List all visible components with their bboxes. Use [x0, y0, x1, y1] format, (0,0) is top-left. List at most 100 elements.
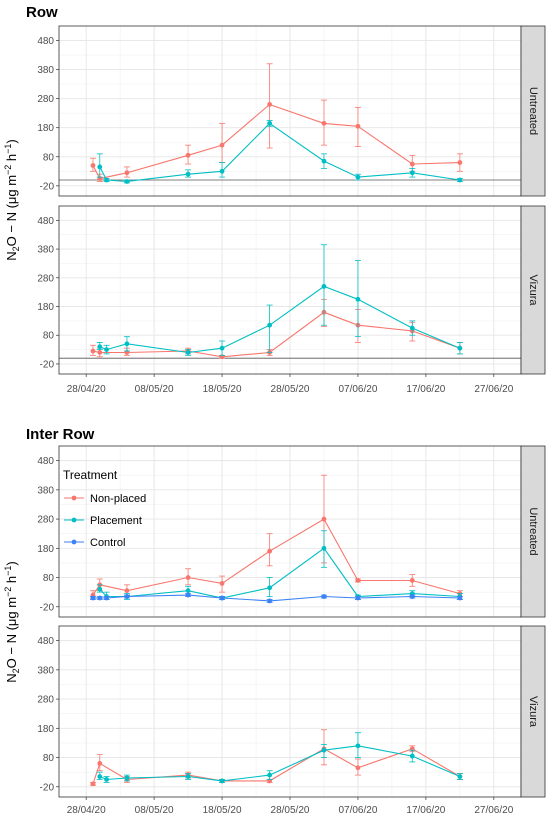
series-placement: [96, 732, 463, 784]
series-line: [99, 547, 460, 599]
data-point: [355, 595, 361, 601]
data-point: [90, 163, 96, 168]
data-point: [267, 585, 273, 591]
y-tick-label: 280: [37, 695, 54, 706]
y-axis-title-base: N: [4, 251, 19, 260]
data-point: [185, 588, 191, 594]
chart-title: Inter Row: [26, 426, 95, 443]
series-control: [89, 592, 463, 604]
y-axis-title-mid: O − N (μg m: [4, 597, 19, 668]
series-line: [99, 745, 461, 782]
x-tick-label: 27/06/20: [474, 384, 513, 395]
y-axis-title-sup1: −2: [3, 165, 13, 175]
x-tick-label: 18/05/20: [203, 384, 242, 395]
y-tick-label: 180: [37, 123, 54, 134]
y-tick-label: 480: [37, 456, 54, 467]
data-point: [185, 152, 191, 158]
data-point: [355, 743, 361, 749]
data-point: [124, 588, 130, 594]
x-tick-label: 07/06/20: [338, 805, 377, 816]
y-tick-label: 280: [37, 94, 54, 105]
data-point: [409, 578, 415, 583]
data-point: [457, 774, 463, 779]
data-point: [124, 179, 130, 184]
data-point: [90, 348, 96, 354]
y-tick-label: 380: [37, 665, 54, 676]
data-point: [457, 595, 463, 601]
data-point: [355, 123, 361, 129]
x-tick-label: 28/04/20: [67, 384, 106, 395]
y-tick-label: 480: [37, 216, 54, 227]
y-tick-label: -20: [40, 359, 55, 370]
data-point: [124, 594, 130, 599]
data-point: [409, 594, 415, 599]
y-tick-label: 180: [37, 302, 54, 313]
data-point: [97, 164, 103, 170]
x-tick-label: 08/05/20: [135, 805, 174, 816]
data-point: [219, 595, 225, 601]
y-axis-title-sup1: −2: [3, 587, 13, 597]
facet-strip: [520, 205, 546, 375]
x-tick-label: 18/05/20: [203, 805, 242, 816]
y-axis-title-sub1: 2: [11, 668, 21, 673]
panel-vizura: -20 80 180 280 380 480 Vizura: [37, 625, 546, 798]
data-point: [124, 170, 130, 176]
data-point: [267, 102, 273, 107]
chart-title: Row: [26, 4, 58, 21]
data-point: [409, 161, 415, 167]
data-point: [267, 772, 273, 778]
series-non-placed: [89, 63, 463, 182]
data-point: [104, 777, 109, 782]
data-point: [355, 174, 361, 180]
y-axis-title-mid2: h: [4, 576, 19, 587]
y-axis-title-sup2: −1: [3, 566, 13, 576]
y-tick-label: 80: [43, 573, 55, 584]
chart-1: Inter Row -20 80 180 280 380 480 Untreated -20 80…: [3, 426, 546, 816]
data-point: [267, 548, 273, 554]
x-tick-label: 28/05/20: [271, 384, 310, 395]
x-tick-label: 27/06/20: [474, 805, 513, 816]
y-tick-label: 280: [37, 273, 54, 284]
y-tick-label: 80: [43, 753, 55, 764]
data-point: [185, 350, 191, 355]
x-tick-label: 07/06/20: [338, 384, 377, 395]
data-point: [185, 592, 191, 598]
y-tick-label: 280: [37, 515, 54, 526]
y-axis-title-base: N: [4, 673, 19, 682]
series-line: [92, 103, 460, 180]
data-point: [104, 177, 109, 183]
facet-label: Vizura: [527, 696, 539, 728]
x-tick-label: 08/05/20: [135, 384, 174, 395]
y-tick-label: 380: [37, 245, 54, 256]
data-point: [219, 345, 225, 351]
series-line: [92, 518, 461, 596]
panel-vizura: -20 80 180 280 380 480 Vizura: [37, 205, 546, 375]
data-point: [321, 120, 327, 126]
panel-untreated: -20 80 180 280 380 480 Untreated: [37, 25, 546, 197]
data-point: [409, 753, 415, 759]
y-axis-title-sub1: 2: [11, 246, 21, 251]
legend-label: Control: [90, 537, 125, 549]
data-point: [185, 575, 191, 580]
y-tick-label: 180: [37, 724, 54, 735]
data-point: [219, 142, 225, 148]
data-point: [267, 322, 273, 328]
y-axis-title-end: ): [4, 561, 19, 565]
panel-untreated: -20 80 180 280 380 480 Untreated: [37, 445, 546, 618]
legend-key-point: [71, 495, 77, 501]
data-point: [355, 578, 361, 583]
y-tick-label: 380: [37, 485, 54, 496]
y-tick-label: -20: [40, 602, 55, 613]
y-tick-label: -20: [40, 782, 55, 793]
data-point: [457, 160, 463, 165]
facet-strip: [520, 625, 546, 798]
data-point: [355, 296, 361, 302]
series-line: [92, 748, 461, 784]
y-axis-title-sup2: −1: [3, 144, 13, 154]
facet-label: Untreated: [527, 507, 539, 555]
data-point: [97, 760, 103, 766]
data-point: [321, 594, 327, 599]
series-line: [92, 311, 461, 358]
data-point: [185, 774, 191, 779]
